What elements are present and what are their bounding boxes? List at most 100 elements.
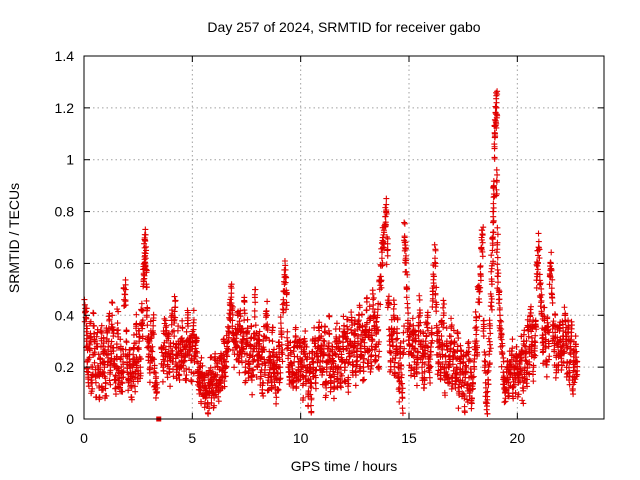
data-point [258, 373, 265, 380]
data-point [256, 336, 263, 343]
data-point [342, 333, 349, 340]
data-point [281, 257, 288, 264]
data-point [164, 374, 171, 381]
data-point [522, 354, 529, 361]
data-point [386, 342, 393, 349]
data-point [512, 389, 519, 396]
data-point [283, 306, 290, 313]
data-point [344, 316, 351, 323]
data-point [260, 346, 267, 353]
data-point [448, 322, 455, 329]
data-point [122, 297, 129, 304]
data-point [220, 335, 227, 342]
data-point [390, 342, 397, 349]
data-point [545, 329, 552, 336]
data-point [326, 331, 333, 338]
data-point [568, 329, 575, 336]
data-point [488, 262, 495, 269]
data-point [391, 316, 398, 323]
data-point [520, 385, 527, 392]
data-point [102, 380, 109, 387]
data-point [549, 294, 556, 301]
data-point [441, 389, 448, 396]
data-point [130, 331, 137, 338]
data-point [264, 380, 271, 387]
data-point [369, 336, 376, 343]
data-point [411, 328, 418, 335]
data-point [229, 311, 236, 318]
data-point [244, 316, 251, 323]
data-point [302, 350, 309, 357]
data-point [349, 367, 356, 374]
data-point [459, 365, 466, 372]
data-point [384, 235, 391, 242]
y-axis-label: SRMTID / TECUs [6, 183, 22, 293]
data-point [201, 404, 208, 411]
data-point [497, 312, 503, 319]
y-tick-label: 0.4 [55, 307, 75, 323]
data-point [172, 304, 179, 311]
data-point [536, 277, 543, 284]
data-point [440, 309, 447, 316]
data-point [345, 360, 352, 367]
data-point [233, 331, 240, 338]
data-point [276, 356, 283, 363]
x-axis-label: GPS time / hours [291, 458, 398, 474]
data-point [206, 405, 213, 412]
data-point [224, 353, 231, 360]
data-point [383, 261, 390, 268]
data-point [360, 368, 367, 375]
data-point [341, 378, 348, 385]
data-point [505, 392, 512, 399]
data-point [497, 317, 504, 324]
data-point [176, 371, 183, 378]
data-point [563, 341, 570, 348]
data-point [375, 364, 382, 371]
data-point [101, 358, 108, 365]
data-point [490, 229, 497, 236]
data-point [449, 361, 456, 368]
data-point [513, 343, 520, 350]
data-point [98, 329, 105, 336]
data-point [537, 303, 544, 310]
data-point [367, 368, 374, 375]
data-point [142, 226, 149, 233]
data-point [190, 316, 197, 323]
data-point [109, 312, 116, 319]
data-point [543, 373, 550, 380]
data-point [570, 391, 577, 398]
data-point [527, 303, 534, 310]
data-point [110, 326, 117, 333]
data-point [455, 384, 462, 391]
data-point [154, 384, 161, 391]
data-point [494, 254, 501, 261]
data-point [386, 300, 393, 307]
data-point [555, 344, 562, 351]
data-point [544, 319, 551, 326]
data-point [130, 351, 137, 358]
data-point [340, 346, 347, 353]
data-point [357, 342, 364, 349]
data-point [90, 309, 97, 316]
data-point [516, 361, 523, 368]
data-point [246, 361, 253, 368]
data-point [523, 380, 530, 387]
data-point [256, 328, 263, 335]
data-point [293, 383, 300, 390]
data-point [490, 185, 497, 192]
data-point [395, 375, 402, 382]
data-point [447, 340, 454, 347]
data-point [279, 301, 286, 308]
data-point [171, 333, 178, 340]
data-point [92, 379, 99, 386]
data-point [313, 366, 320, 373]
data-point [355, 317, 362, 324]
data-point [88, 388, 95, 395]
data-point [280, 309, 287, 316]
data-point [437, 372, 444, 379]
data-point [122, 302, 129, 309]
data-point [528, 328, 535, 335]
data-point [169, 358, 176, 365]
data-point [485, 376, 492, 383]
data-point [426, 364, 433, 371]
